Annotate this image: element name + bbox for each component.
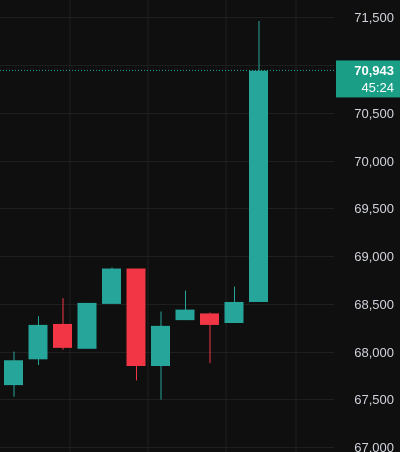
candle-body <box>200 313 219 325</box>
candle-body <box>53 323 72 348</box>
candles <box>4 21 268 400</box>
candle-body <box>249 70 268 302</box>
candle-body <box>28 324 48 360</box>
candle-body <box>175 309 195 321</box>
price-tick-label: 68,000 <box>354 345 394 360</box>
candle <box>224 286 244 323</box>
price-tick-label: 71,500 <box>354 10 394 25</box>
candle-body <box>126 268 146 366</box>
last-price-indicator: 70,943 45:24 <box>0 60 400 98</box>
candle <box>151 311 170 400</box>
price-axis[interactable]: 71,50071,00070,50070,00069,50069,00068,5… <box>354 10 394 452</box>
price-tick-label: 69,000 <box>354 249 394 264</box>
candle <box>4 351 23 397</box>
candle <box>28 316 48 366</box>
candle-body <box>4 360 23 386</box>
candle-body <box>151 325 170 366</box>
price-tick-label: 70,500 <box>354 106 394 121</box>
last-price-tag <box>336 60 400 98</box>
candle-body <box>77 302 97 349</box>
price-tick-label: 68,500 <box>354 297 394 312</box>
candle <box>77 302 97 349</box>
price-tick-label: 70,000 <box>354 154 394 169</box>
candle-countdown-label: 45:24 <box>361 80 394 95</box>
candle-body <box>102 268 121 304</box>
price-tick-label: 67,000 <box>354 440 394 452</box>
candle <box>200 312 219 364</box>
candle <box>175 290 195 321</box>
candle <box>126 268 146 381</box>
candle <box>53 298 72 350</box>
price-tick-label: 69,500 <box>354 201 394 216</box>
price-tick-label: 67,500 <box>354 392 394 407</box>
candle <box>102 267 121 304</box>
candle-body <box>224 301 244 323</box>
candle <box>249 21 268 302</box>
grid <box>0 0 334 452</box>
last-price-label: 70,943 <box>354 63 394 78</box>
